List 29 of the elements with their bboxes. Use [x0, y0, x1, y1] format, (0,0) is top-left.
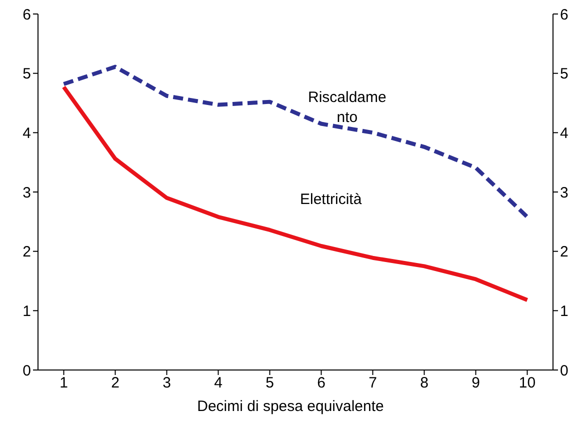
y2-tick-label: 4 [560, 124, 568, 142]
y2-tick-label: 6 [560, 6, 568, 24]
x-tick-label: 5 [266, 374, 274, 392]
y-tick-label: 5 [22, 66, 31, 83]
x-axis-title: Decimi di spesa equivalente [196, 398, 385, 415]
y-tick-label: 3 [22, 184, 31, 202]
y-tick-label: 0 [22, 362, 31, 380]
line-series [62, 84, 530, 302]
x-tick-label: 9 [472, 374, 480, 392]
y2-tick-label: 5 [560, 66, 568, 83]
y2-tick-label: 0 [560, 362, 568, 380]
y2-tick-label: 3 [560, 184, 568, 202]
x-tick-label: 6 [317, 374, 326, 392]
series-label: Riscaldame nto [308, 88, 386, 128]
x-tick-label: 8 [420, 374, 428, 392]
y-tick-label: 2 [22, 244, 31, 261]
series-label: Elettricità [300, 190, 362, 210]
y2-tick-label: 2 [560, 244, 568, 261]
y-tick-label: 1 [22, 302, 31, 320]
y-tick-label: 6 [22, 6, 31, 24]
x-tick-label: 7 [368, 374, 377, 392]
x-tick-label: 1 [60, 374, 68, 392]
line-series [62, 64, 530, 219]
x-tick-label: 2 [111, 374, 120, 392]
y2-tick-label: 1 [560, 302, 568, 320]
y-tick-label: 4 [22, 124, 31, 142]
x-tick-label: 4 [214, 374, 222, 392]
x-tick-label: 3 [162, 374, 171, 392]
x-tick-label: 10 [518, 374, 536, 392]
